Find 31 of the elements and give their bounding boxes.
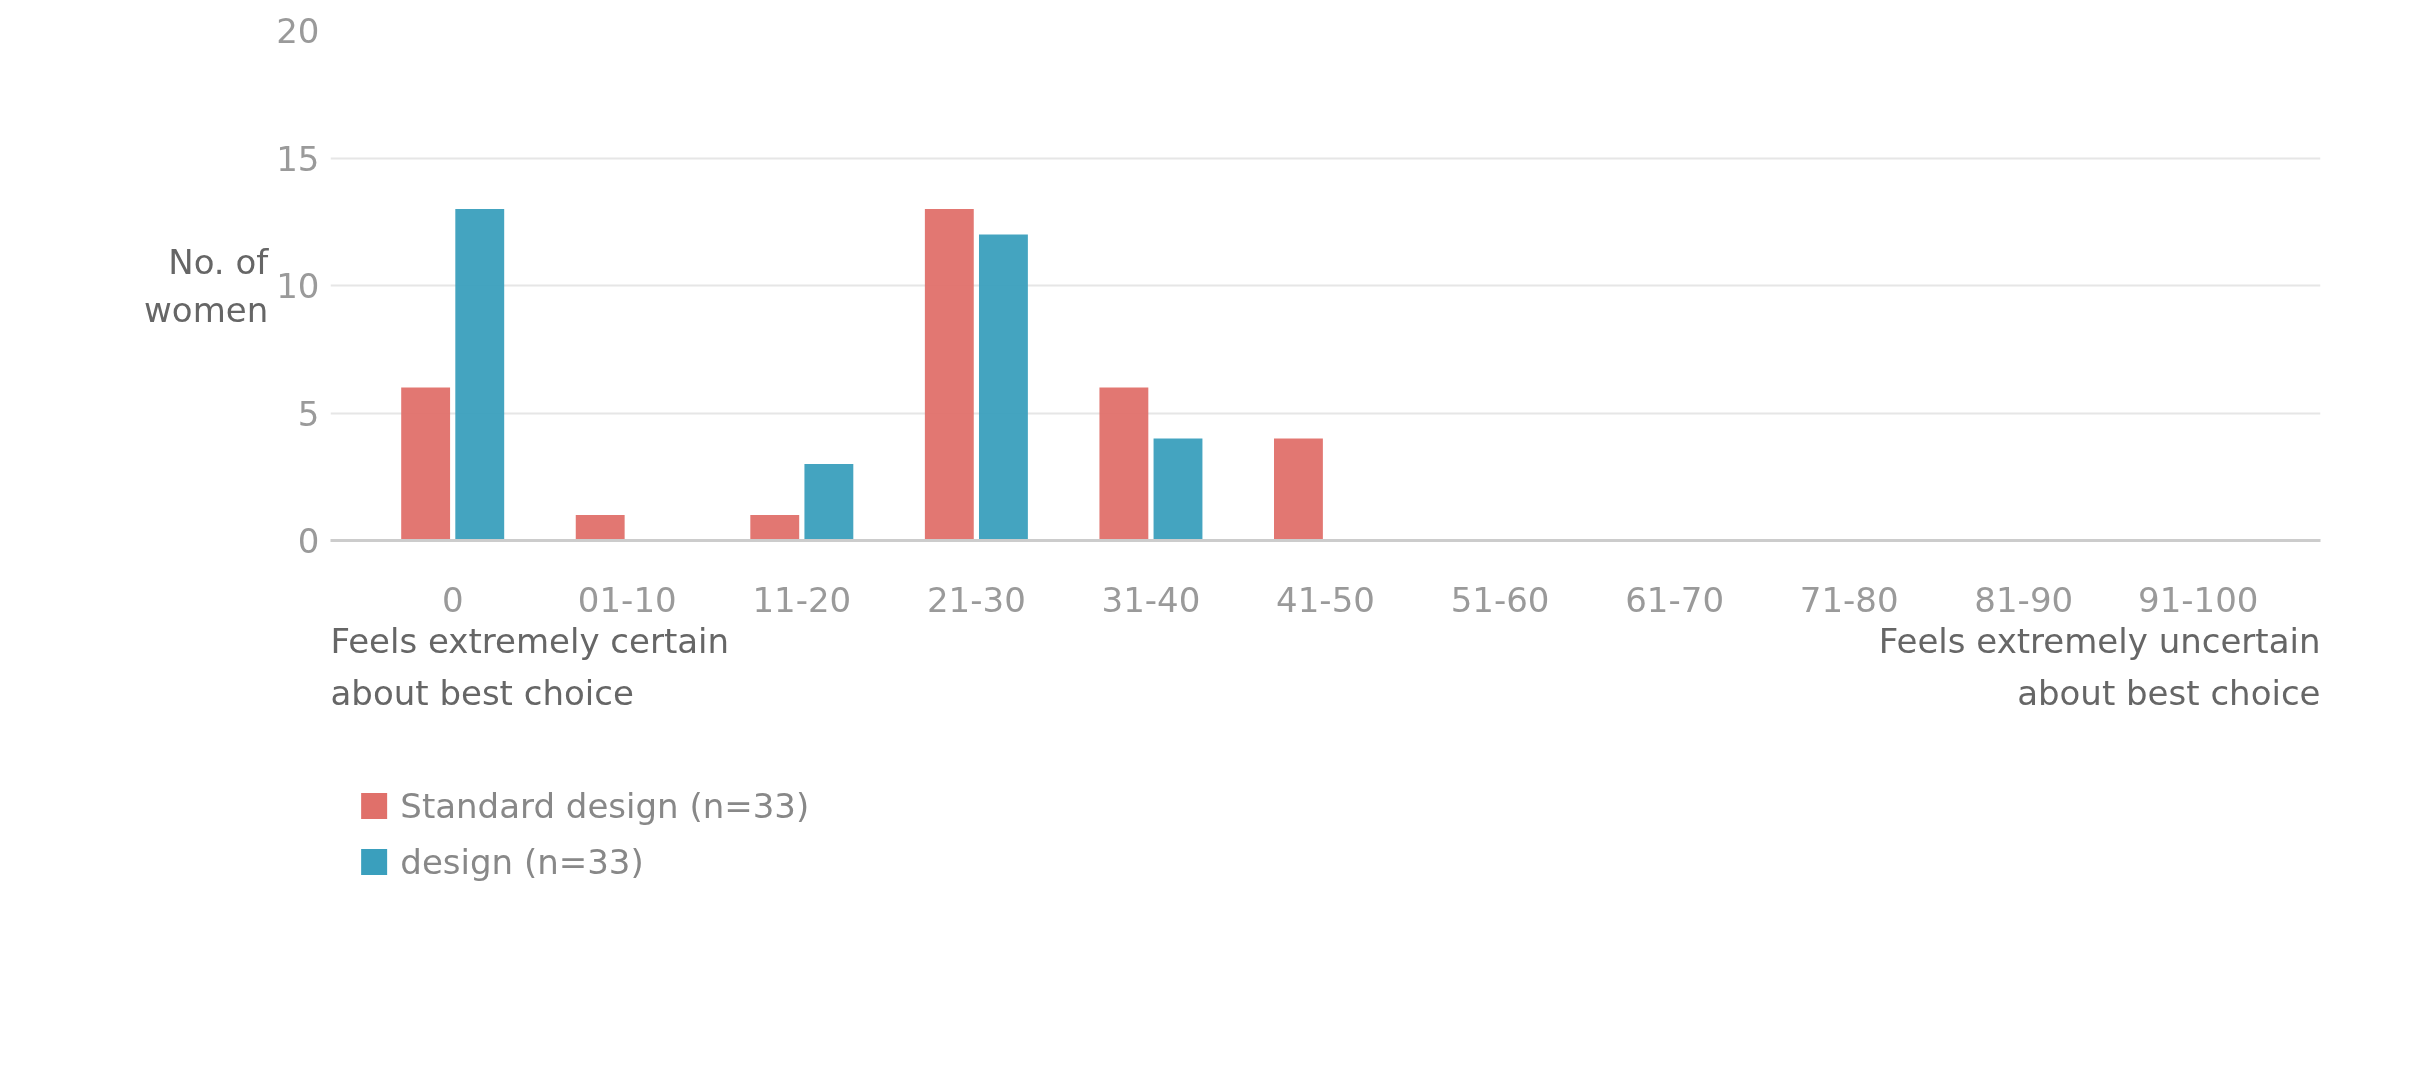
y-tick-label: 0 <box>297 521 320 561</box>
x-tick-label: 21-30 <box>926 579 1026 620</box>
x-tick-label: 01-10 <box>577 579 677 620</box>
x-tick-label: 11-20 <box>752 579 852 620</box>
x-tick-label: 0 <box>441 579 464 620</box>
bar <box>750 515 800 541</box>
legend-label: Standard design (n=33) <box>400 785 810 826</box>
y-tick-label: 5 <box>297 393 320 434</box>
legend-label: design (n=33) <box>400 842 644 882</box>
bar <box>804 464 854 541</box>
text: Feels extremely uncertain about best choice <box>1878 621 2321 714</box>
x-tick-label: 81-90 <box>1974 579 2074 620</box>
bar <box>924 209 974 541</box>
bar <box>1099 387 1149 541</box>
bar <box>1153 438 1203 541</box>
y-axis-title: No. of women <box>144 241 270 330</box>
x-tick-label: 61-70 <box>1625 579 1725 620</box>
bar <box>979 234 1028 541</box>
y-tick-label: 15 <box>276 138 320 179</box>
text: Feels extremely certain about best choice <box>330 621 730 714</box>
x-tick-label: 51-60 <box>1450 579 1550 620</box>
x-tick-label: 91-100 <box>2138 579 2259 620</box>
x-tick-label: 41-50 <box>1276 579 1375 620</box>
bar <box>575 515 625 541</box>
bar <box>401 387 451 541</box>
y-tick-label: 20 <box>276 11 320 51</box>
bar <box>1274 438 1323 541</box>
x-tick-label: 71-80 <box>1799 579 1899 620</box>
x-tick-label: 31-40 <box>1101 579 1201 620</box>
y-tick-label: 10 <box>276 266 320 306</box>
bar <box>455 209 505 541</box>
